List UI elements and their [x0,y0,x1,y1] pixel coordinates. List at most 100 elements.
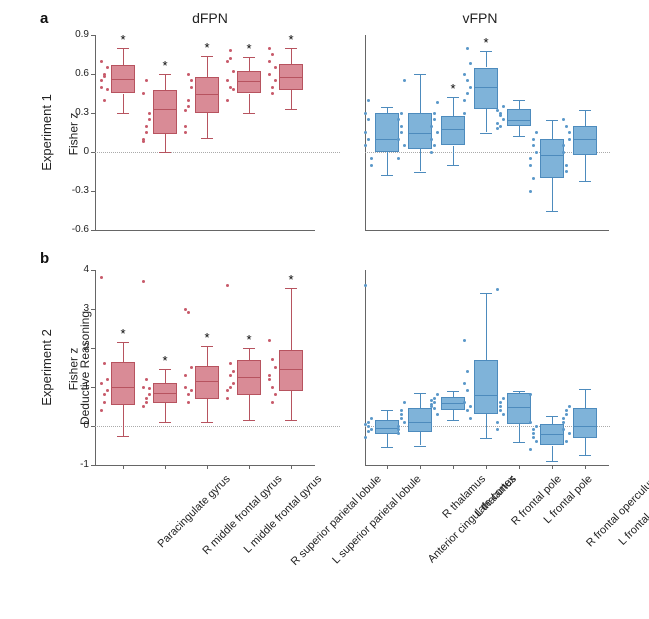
data-point [565,440,568,443]
data-point [502,118,505,121]
significance-star: * [447,81,459,96]
data-point [466,409,469,412]
data-point [100,382,103,385]
data-point [397,432,400,435]
data-point [364,131,367,134]
data-point [145,397,148,400]
data-point [463,339,466,342]
significance-star: * [117,326,129,341]
data-point [403,401,406,404]
y-tick-label: 0 [57,146,89,157]
data-point [466,47,469,50]
median-line [111,79,135,80]
data-point [433,112,436,115]
data-point [403,421,406,424]
data-point [496,288,499,291]
data-point [397,118,400,121]
box [573,408,597,437]
data-point [496,428,499,431]
data-point [142,92,145,95]
data-point [532,428,535,431]
data-point [565,413,568,416]
data-point [466,389,469,392]
data-point [463,401,466,404]
data-point [433,401,436,404]
data-point [367,430,370,433]
data-point [142,405,145,408]
plot-area: ***** [95,270,340,465]
median-line [540,155,564,156]
data-point [403,144,406,147]
data-point [232,382,235,385]
data-point [535,425,538,428]
data-point [502,397,505,400]
median-line [195,381,219,382]
data-point [496,109,499,112]
median-line [507,407,531,408]
col-title-left: dFPN [110,10,310,26]
data-point [496,127,499,130]
data-point [187,401,190,404]
box [153,90,177,134]
data-point [187,311,190,314]
box [441,116,465,146]
y-tick-label: 1 [57,381,89,392]
data-point [100,79,103,82]
data-point [529,448,532,451]
data-point [103,99,106,102]
data-point [103,75,106,78]
data-point [466,92,469,95]
row-label-exp2: Experiment 2 [39,329,54,406]
y-tick-label: 0.3 [57,107,89,118]
data-point [274,66,277,69]
box [375,113,399,152]
data-point [190,366,193,369]
panel-letter-a: a [40,10,48,27]
data-point [364,436,367,439]
data-point [499,405,502,408]
data-point [145,125,148,128]
plot-area [365,270,610,465]
data-point [100,86,103,89]
data-point [433,118,436,121]
data-point [103,393,106,396]
data-point [367,118,370,121]
data-point [367,425,370,428]
data-point [463,73,466,76]
data-point [148,112,151,115]
data-point [184,125,187,128]
data-point [106,389,109,392]
data-point [106,378,109,381]
data-point [148,118,151,121]
data-point [190,86,193,89]
data-point [436,101,439,104]
data-point [232,70,235,73]
data-point [400,413,403,416]
median-line [474,395,498,396]
median-line [474,87,498,88]
data-point [562,118,565,121]
data-point [499,409,502,412]
box [507,109,531,126]
significance-star: * [201,40,213,55]
data-point [226,60,229,63]
row-label-exp1: Experiment 1 [39,94,54,171]
data-point [502,105,505,108]
data-point [535,440,538,443]
data-point [142,140,145,143]
box [111,362,135,405]
data-point [562,421,565,424]
significance-star: * [201,330,213,345]
data-point [364,112,367,115]
data-point [229,386,232,389]
data-point [226,389,229,392]
data-point [367,421,370,424]
zero-line [95,152,340,153]
data-point [190,389,193,392]
data-point [562,144,565,147]
data-point [433,397,436,400]
y-tick-label: 4 [57,264,89,275]
y-tick-label: -1 [57,459,89,470]
data-point [367,99,370,102]
data-point [232,370,235,373]
